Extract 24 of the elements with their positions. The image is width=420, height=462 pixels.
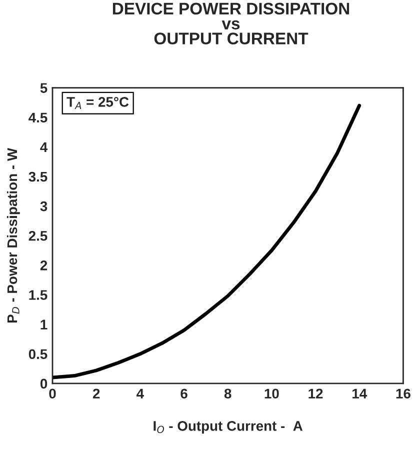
y-axis-title: P$_{D}$ - Power Dissipation - W — [6, 148, 20, 322]
chart-title: DEVICE POWER DISSIPATION vs OUTPUT CURRENT — [112, 2, 350, 44]
y-tick-label: 2 — [40, 260, 48, 270]
y-tick-label: 0 — [40, 378, 48, 389]
y-tick-label: 2.5 — [28, 230, 48, 241]
annotation: T$_{A}$ = 25°C — [66, 96, 129, 109]
y-tick-label: 5 — [40, 83, 48, 93]
x-tick-label: 16 — [396, 388, 410, 399]
y-tick-label: 0.5 — [28, 349, 48, 360]
y-tick-label: 1 — [40, 320, 48, 330]
x-tick-label: 0 — [49, 388, 56, 399]
y-tick-label: 4 — [40, 142, 48, 152]
y-tick-label: 3 — [40, 201, 48, 212]
y-tick-label: 3.5 — [28, 172, 48, 182]
y-tick-label: 1.5 — [29, 290, 48, 300]
y-tick-label: 4.5 — [28, 112, 48, 123]
x-tick-label: 14 — [352, 388, 368, 398]
x-tick-label: 12 — [308, 388, 323, 398]
x-tick-label: 2 — [92, 388, 100, 398]
x-tick-label: 6 — [180, 388, 188, 399]
x-axis-title: I$_{O}$ - Output Current - A — [154, 421, 303, 434]
x-tick-label: 10 — [264, 388, 279, 399]
x-tick-label: 8 — [224, 388, 232, 399]
x-tick-label: 4 — [136, 388, 144, 398]
